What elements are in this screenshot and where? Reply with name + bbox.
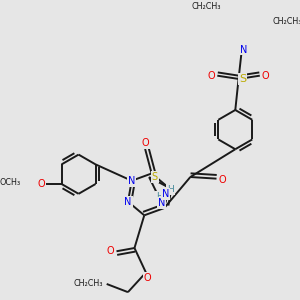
Text: N: N [162,189,169,199]
Text: H: H [156,192,163,201]
Text: CH₂CH₃: CH₂CH₃ [273,17,300,26]
Text: O: O [37,179,45,189]
Text: CH₂CH₃: CH₂CH₃ [191,2,220,11]
Text: N: N [158,198,165,208]
Text: O: O [107,246,115,256]
Text: N: N [240,44,247,55]
Text: O: O [144,273,152,283]
Text: O: O [208,71,215,81]
Text: O: O [262,71,269,81]
Text: S: S [152,172,158,182]
Text: N: N [128,176,135,186]
Text: O: O [141,138,149,148]
Text: N: N [124,197,132,207]
Text: O: O [218,175,226,185]
Text: CH₂CH₃: CH₂CH₃ [74,280,103,289]
Text: H: H [167,185,174,194]
Text: OCH₃: OCH₃ [0,178,21,187]
Text: S: S [239,74,246,84]
